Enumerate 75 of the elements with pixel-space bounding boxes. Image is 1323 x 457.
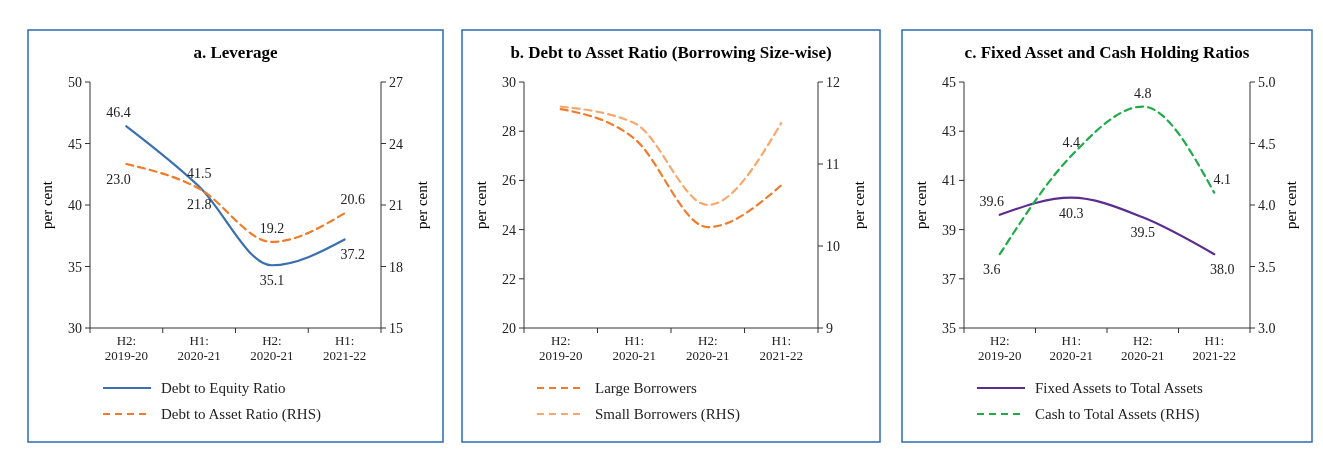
data-label: 21.8 [186,196,212,212]
y-tick-label: 37 [942,271,956,287]
y-axis-title: per cent [39,180,55,229]
y2-tick-label: 27 [389,75,403,90]
y-tick-label: 39 [942,222,956,238]
y-tick-label: 20 [502,321,516,336]
y2-tick-label: 10 [826,239,840,254]
x-tick-label: H1: 2021-22 [759,333,803,363]
y2-tick-label: 15 [389,321,403,336]
x-tick-label: H2: 2020-21 [1121,333,1165,363]
y2-axis-title: per cent [414,180,430,229]
y-tick-label: 35 [68,259,82,275]
y-tick-label: 43 [942,124,956,140]
data-label: 19.2 [259,220,285,236]
legend-label: Small Borrowers (RHS) [595,406,740,423]
y-tick-label: 28 [502,124,516,140]
y-tick-label: 41 [942,173,956,189]
y2-tick-label: 9 [826,321,833,336]
y2-axis-title: per cent [1283,180,1299,229]
y-tick-label: 30 [68,321,82,336]
y-axis-title: per cent [913,180,929,229]
data-label: 38.0 [1210,262,1235,278]
y-tick-label: 24 [502,222,516,238]
data-label: 40.3 [1059,205,1084,221]
legend-label: Large Borrowers [595,380,697,396]
chart-title: b. Debt to Asset Ratio (Borrowing Size-wise) [510,43,832,62]
y-tick-label: 22 [502,271,516,287]
data-label: 4.4 [1062,134,1080,150]
x-tick-label: H1: 2020-21 [612,333,656,363]
legend-label: Fixed Assets to Total Assets [1035,380,1204,396]
data-label: 37.2 [340,247,365,263]
x-tick-label: H2: 2019-20 [539,333,583,363]
data-label: 35.1 [259,273,285,289]
y2-tick-label: 18 [389,259,403,275]
x-tick-label: H1: 2020-21 [1049,333,1093,363]
y2-tick-label: 3.5 [1258,259,1276,275]
chart-title: a. Leverage [193,43,278,62]
y2-tick-label: 12 [826,75,840,90]
x-tick-label: H1: 2021-22 [322,333,367,363]
legend-label: Debt to Equity Ratio [161,380,286,396]
y-tick-label: 26 [502,173,516,189]
y2-tick-label: 11 [826,157,840,172]
chart-title: c. Fixed Asset and Cash Holding Ratios [964,43,1250,62]
x-tick-label: H1: 2021-22 [1192,333,1236,363]
y-axis-title: per cent [473,180,489,229]
data-label: 3.6 [983,262,1001,278]
legend-label: Debt to Asset Ratio (RHS) [161,406,321,423]
y-tick-label: 45 [68,136,82,152]
data-label: 20.6 [340,192,365,208]
y-tick-label: 40 [68,198,82,213]
y2-tick-label: 21 [389,198,403,213]
data-label: 41.5 [186,165,212,181]
y2-tick-label: 4.0 [1258,198,1276,213]
x-tick-label: H2: 2019-20 [978,333,1022,363]
y2-tick-label: 24 [389,136,403,152]
y-tick-label: 35 [942,321,956,336]
line-series [559,107,783,229]
x-tick-label: H2: 2019-20 [104,333,149,363]
y2-tick-label: 5.0 [1258,75,1276,90]
y2-axis-title: per cent [851,180,867,229]
y-tick-label: 45 [942,75,956,90]
y-tick-label: 50 [68,75,82,90]
x-tick-label: H2: 2020-21 [250,333,294,363]
legend-label: Cash to Total Assets (RHS) [1035,406,1200,423]
data-label: 4.1 [1213,171,1231,187]
data-label: 39.6 [979,193,1004,209]
x-tick-label: H1: 2020-21 [177,333,221,363]
data-label: 39.5 [1130,225,1155,241]
x-tick-label: H2: 2020-21 [686,333,730,363]
data-label: 23.0 [106,172,131,187]
y2-tick-label: 4.5 [1258,136,1276,152]
y-tick-label: 30 [502,75,516,90]
data-label: 4.8 [1134,85,1152,101]
y2-tick-label: 3.0 [1258,321,1276,336]
data-label: 46.4 [106,105,131,121]
